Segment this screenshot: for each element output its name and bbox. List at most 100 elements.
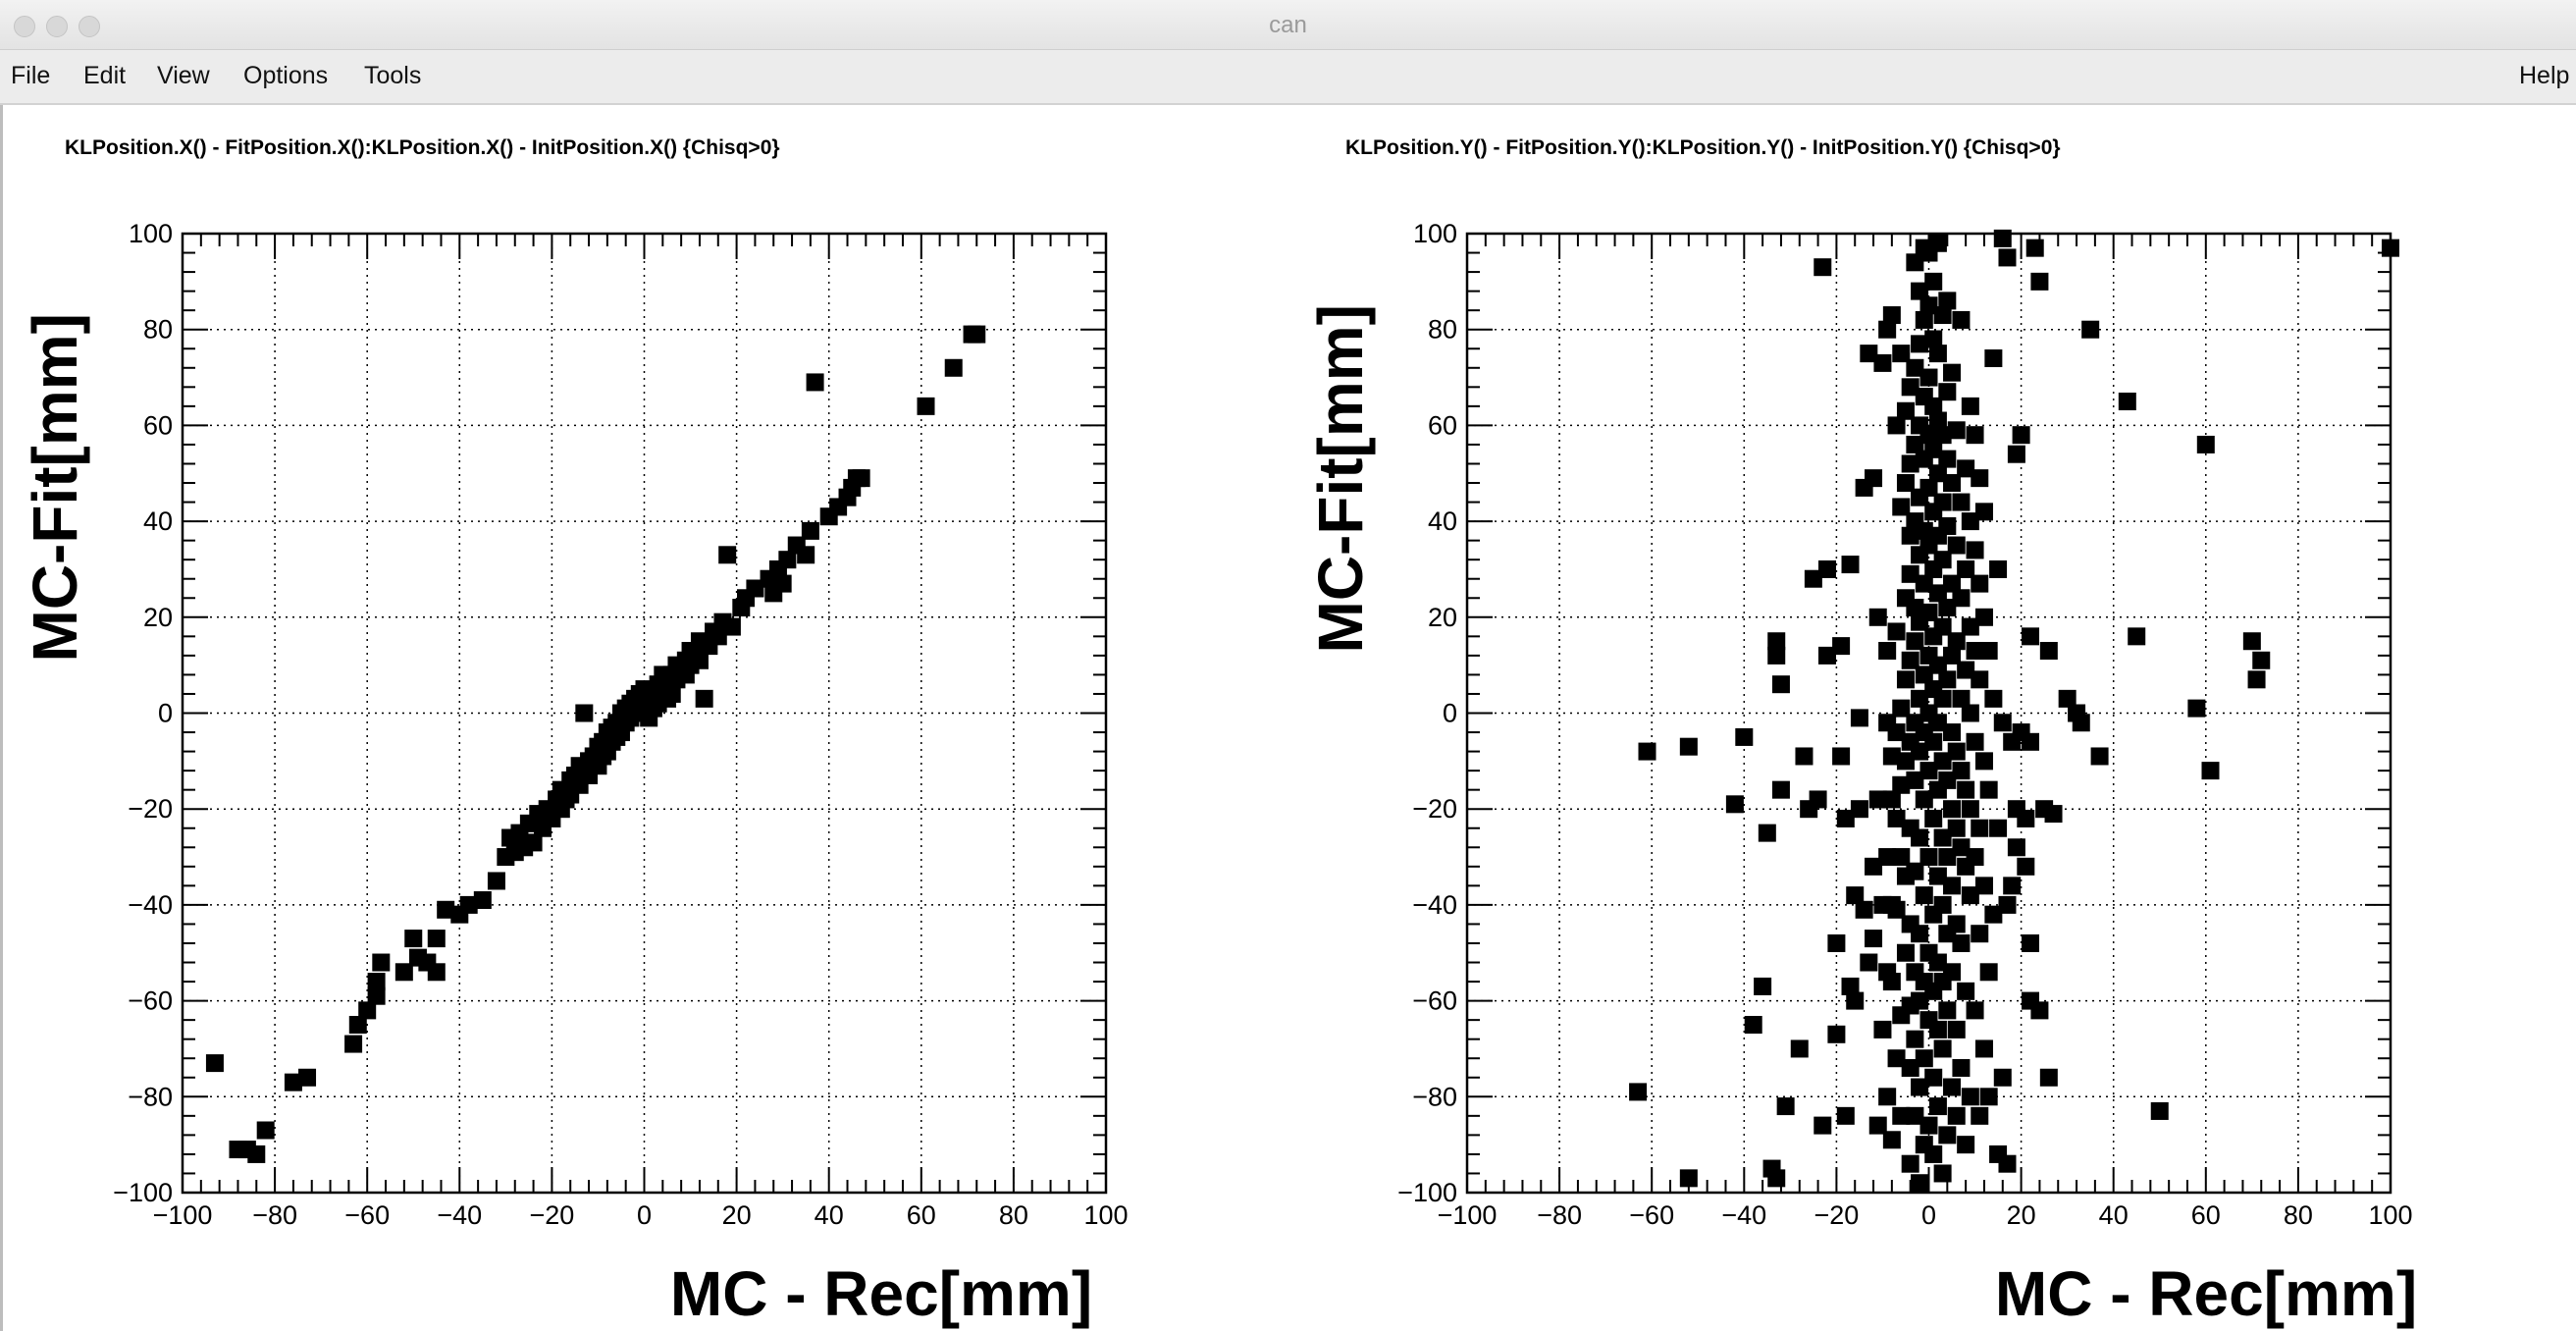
scatter-point (1943, 1078, 1962, 1096)
scatter-point (1924, 330, 1943, 348)
scatter-point (1915, 521, 1933, 540)
scatter-point (1938, 848, 1957, 867)
scatter-point (1947, 1020, 1966, 1038)
scatter-point (2382, 239, 2399, 257)
y-tick-label: −100 (1397, 1178, 1457, 1207)
scatter-point (1919, 603, 1938, 621)
scatter-point (1971, 670, 1989, 689)
scatter-point (1887, 1049, 1906, 1068)
scatter-point (1989, 819, 2008, 837)
scatter-point (2128, 627, 2146, 646)
scatter-point (1938, 771, 1957, 789)
scatter-point (1754, 977, 1772, 995)
scatter-point (372, 953, 391, 972)
scatter-point (1868, 1116, 1887, 1135)
close-window-button[interactable] (14, 16, 35, 37)
y-tick-label: 0 (1443, 699, 1457, 728)
scatter-point (1957, 780, 1975, 799)
menu-options[interactable]: Options (243, 62, 329, 89)
scatter-point (1924, 809, 1943, 827)
scatter-point (1878, 1088, 1897, 1106)
scatter-point (1928, 714, 1947, 732)
scatter-point (746, 579, 764, 598)
scatter-point (1928, 953, 1947, 972)
scatter-point (1966, 641, 1984, 660)
scatter-point (2007, 838, 2025, 857)
scatter-point (1998, 1154, 2017, 1173)
scatter-point (1957, 661, 1975, 679)
scatter-point (2081, 320, 2100, 339)
scatter-point (1947, 421, 1966, 440)
plot-frame (1465, 232, 2392, 1195)
zoom-window-button[interactable] (79, 16, 100, 37)
scatter-point (1896, 474, 1915, 493)
y-tick-label: 60 (1428, 410, 1457, 440)
scatter-point (1827, 933, 1846, 952)
scatter-point (367, 986, 386, 1005)
scatter-point (1817, 559, 1836, 578)
scatter-point (1943, 363, 1962, 382)
window-titlebar: can (0, 0, 2576, 50)
scatter-point (1892, 498, 1911, 516)
scatter-point (1735, 727, 1754, 746)
scatter-point (1943, 723, 1962, 742)
scatter-point (1901, 1154, 1919, 1173)
scatter-point (1911, 335, 1929, 353)
y-tick-label: −60 (128, 986, 173, 1016)
scatter-point (1947, 632, 1966, 651)
root-canvas[interactable]: KLPosition.X() - FitPosition.X():KLPosit… (0, 105, 2576, 1331)
scatter-point (1961, 1088, 1979, 1106)
menu-edit[interactable]: Edit (83, 62, 127, 89)
scatter-point (1896, 752, 1915, 771)
scatter-point (1928, 584, 1947, 603)
scatter-point (1933, 493, 1952, 511)
scatter-point (284, 1073, 302, 1091)
menu-help[interactable]: Help (2519, 62, 2570, 89)
x-tick-label: 40 (2099, 1200, 2129, 1230)
x-tick-label: 20 (2007, 1200, 2036, 1230)
scatter-point (1860, 953, 1878, 972)
x-tick-label: −40 (437, 1200, 482, 1230)
scatter-point (1892, 848, 1911, 867)
plot-title: KLPosition.X() - FitPosition.X():KLPosit… (65, 136, 780, 159)
scatter-point (1952, 689, 1971, 708)
scatter-point (1906, 862, 1924, 880)
scatter-point (1984, 689, 2003, 708)
scatter-point (1952, 1058, 1971, 1077)
y-tick-label: 20 (1428, 603, 1457, 632)
scatter-point (1933, 426, 1952, 445)
scatter-point (1629, 1083, 1648, 1101)
scatter-point (690, 651, 709, 669)
menu-file[interactable]: File (11, 62, 51, 89)
x-tick-label: 60 (2191, 1200, 2221, 1230)
scatter-point (1915, 886, 1933, 905)
scatter-point (1901, 454, 1919, 473)
scatter-point (2022, 732, 2040, 751)
scatter-point (1952, 762, 1971, 780)
scatter-point (1938, 450, 1957, 468)
scatter-point (1947, 915, 1966, 933)
scatter-point (1947, 1106, 1966, 1125)
scatter-point (662, 684, 681, 703)
scatter-point (1882, 306, 1901, 325)
x-tick-label: −20 (529, 1200, 574, 1230)
scatter-point (1887, 809, 1906, 827)
scatter-point (1892, 345, 1911, 363)
scatter-point (1744, 1016, 1762, 1035)
menu-view[interactable]: View (157, 62, 210, 89)
menu-bar: File Edit View Options Tools Help (0, 50, 2576, 105)
scatter-point (1776, 1097, 1795, 1116)
scatter-point (1971, 819, 1989, 837)
plot-title: KLPosition.Y() - FitPosition.Y():KLPosit… (1345, 136, 2061, 159)
scatter-point (695, 689, 713, 708)
menu-tools[interactable]: Tools (364, 62, 422, 89)
scatter-point (1924, 732, 1943, 751)
plots-svg: KLPosition.X() - FitPosition.X():KLPosit… (20, 136, 2417, 1329)
scatter-point (1928, 345, 1947, 363)
scatter-point (1924, 440, 1943, 458)
scatter-point (2030, 272, 2049, 291)
y-tick-label: 60 (143, 410, 173, 440)
minimize-window-button[interactable] (46, 16, 68, 37)
scatter-point (1915, 574, 1933, 593)
scatter-point (1919, 368, 1938, 387)
